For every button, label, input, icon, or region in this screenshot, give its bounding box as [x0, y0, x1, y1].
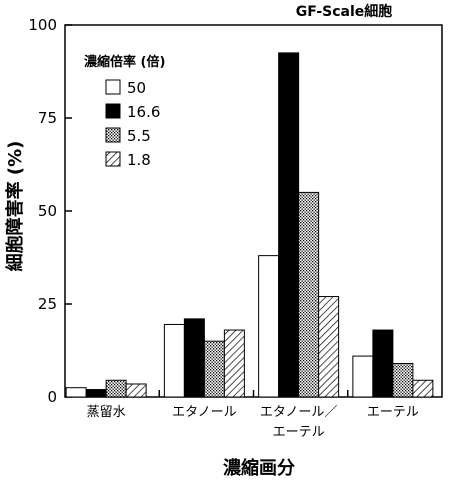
y-axis: 0 25 50 75 100	[28, 16, 72, 406]
chart-title: GF-Scale細胞	[296, 3, 393, 20]
y-tick-label: 25	[38, 295, 57, 313]
x-tick-label: エタノール	[172, 405, 237, 420]
bar-5_5-1	[203, 340, 225, 398]
y-tick-label: 75	[38, 109, 57, 127]
bar-16_6-3	[372, 329, 394, 398]
legend-label: 16.6	[127, 103, 160, 121]
legend-label: 50	[127, 79, 146, 97]
legend-title: 濃縮倍率 (倍)	[84, 54, 165, 70]
bar-5_5-3	[392, 363, 414, 398]
legend-label: 1.8	[127, 151, 151, 169]
y-tick-label: 0	[47, 388, 57, 406]
legend-label: 5.5	[127, 127, 151, 145]
bar-1_8-1	[223, 329, 245, 398]
legend-swatch-16_6	[105, 103, 121, 119]
x-tick-label: エーテル	[367, 405, 419, 420]
x-axis-label: 濃縮画分	[223, 457, 295, 479]
legend-swatch-5_5	[105, 127, 121, 143]
bar-16_6-0	[85, 389, 107, 398]
x-tick-label-line2: エーテル	[273, 425, 325, 440]
bar-1_8-3	[412, 379, 434, 398]
bar-5_5-2	[298, 191, 320, 398]
legend: 濃縮倍率 (倍) 50 16.6 5.5 1.8	[84, 54, 165, 169]
bar-1_8-2	[318, 296, 340, 398]
bar-5_5-0	[105, 379, 127, 398]
bar-50-2	[258, 255, 280, 398]
bar-16_6-1	[183, 318, 205, 398]
bar-16_6-2	[278, 52, 300, 398]
y-tick-label: 100	[28, 16, 57, 34]
legend-swatch-50	[105, 79, 121, 95]
bar-50-0	[65, 387, 87, 398]
bar-1_8-0	[125, 383, 147, 398]
bar-50-3	[352, 355, 374, 398]
y-axis-label: 細胞障害率 (%)	[4, 141, 26, 272]
y-tick-label: 50	[38, 202, 57, 220]
bars	[65, 52, 434, 398]
x-tick-label: エタノール／	[260, 405, 338, 420]
legend-swatch-1_8	[105, 151, 121, 167]
bar-50-1	[163, 323, 185, 398]
x-tick-label: 蒸留水	[87, 405, 126, 420]
